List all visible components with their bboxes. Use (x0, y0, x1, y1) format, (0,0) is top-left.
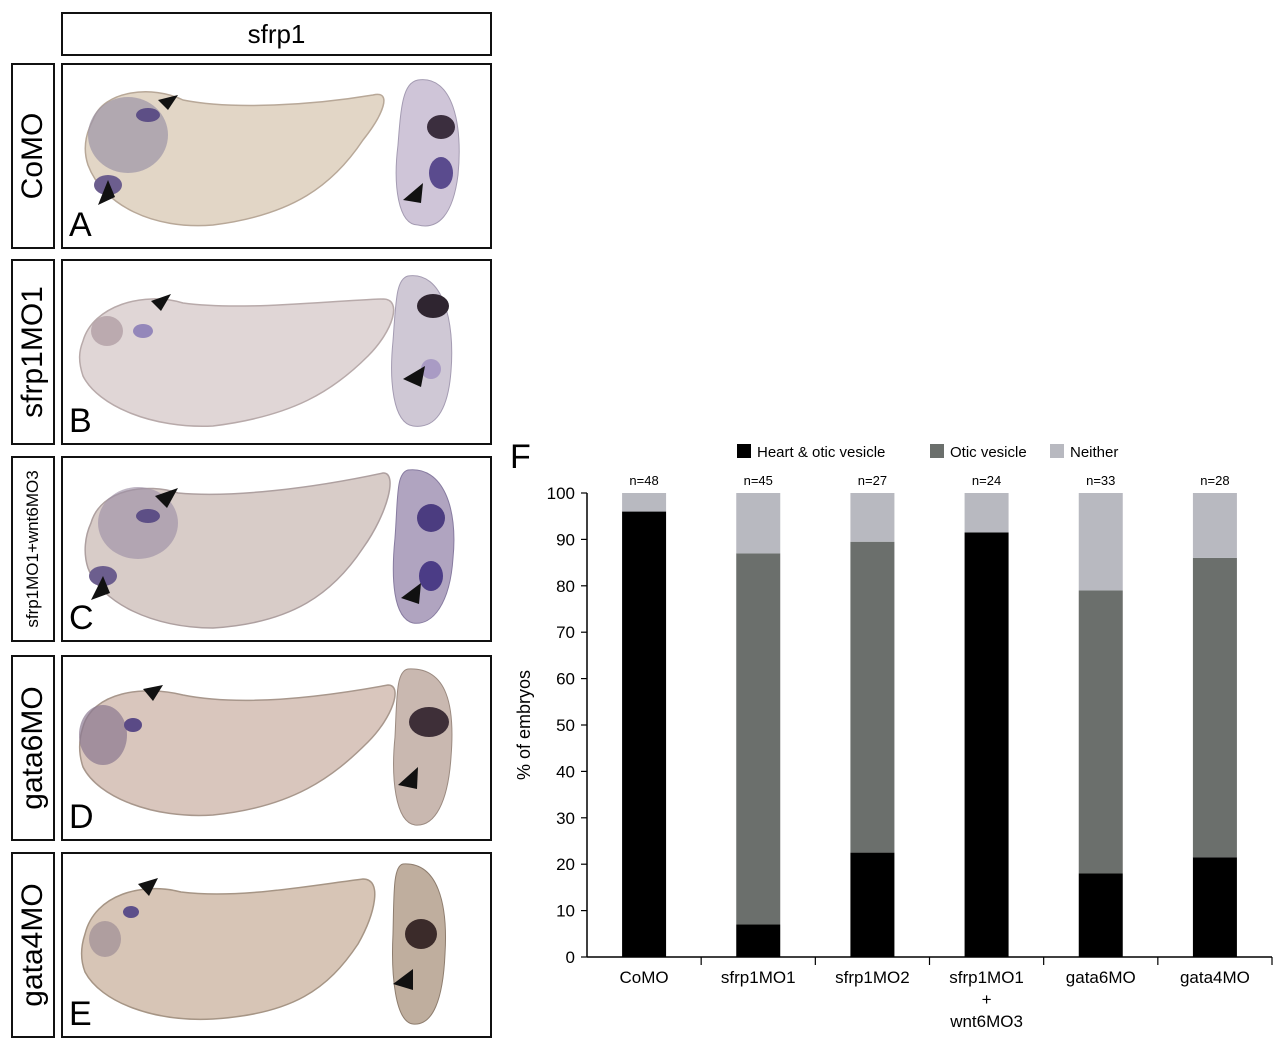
bar-segment-0 (736, 924, 781, 957)
bar-segment-0 (964, 532, 1009, 957)
y-tick-label: 10 (556, 902, 575, 921)
row-label-text: gata4MO (16, 883, 49, 1007)
y-tick-label: 60 (556, 670, 575, 689)
x-category-label: sfrp1MO1 (949, 968, 1024, 987)
x-category-label: CoMO (620, 968, 669, 987)
legend-swatch (737, 444, 751, 458)
panel-letter: C (69, 599, 94, 637)
legend-label: Neither (1070, 444, 1118, 461)
x-category-label: gata6MO (1066, 968, 1136, 987)
legend-label: Otic vesicle (950, 444, 1027, 461)
legend-swatch (930, 444, 944, 458)
row-label-como: CoMO (11, 63, 55, 249)
y-axis-label: % of embryos (514, 670, 534, 780)
n-count-label: n=48 (629, 473, 658, 488)
legend-label: Heart & otic vesicle (757, 444, 885, 461)
embryo-image-b (78, 275, 453, 427)
x-category-label: wnt6MO3 (949, 1012, 1023, 1031)
row-label-text: sfrp1MO1 (16, 286, 49, 418)
row-label-gata4mo: gata4MO (11, 852, 55, 1038)
x-category-label: sfrp1MO1 (721, 968, 796, 987)
panel-c: C (61, 456, 492, 642)
embryo-image-c (84, 469, 455, 629)
n-count-label: n=45 (744, 473, 773, 488)
panel-e: E (61, 852, 492, 1038)
row-label-gata6mo: gata6MO (11, 655, 55, 841)
y-tick-label: 50 (556, 716, 575, 735)
n-count-label: n=27 (858, 473, 887, 488)
bar-segment-2 (850, 493, 895, 542)
panel-letter: D (69, 798, 94, 836)
y-tick-label: 30 (556, 809, 575, 828)
bar-segment-1 (736, 553, 781, 925)
panel-b: B (61, 259, 492, 445)
y-tick-label: 40 (556, 762, 575, 781)
row-label-text: gata6MO (16, 686, 49, 810)
x-category-label: + (982, 990, 992, 1009)
y-tick-label: 90 (556, 530, 575, 549)
bar-segment-1 (850, 541, 895, 853)
bar-segment-2 (1078, 493, 1123, 591)
bar-segment-0 (1192, 857, 1237, 957)
bar-segment-0 (622, 511, 667, 957)
embryo-image-e (80, 863, 446, 1025)
stacked-bar-chart: F 0 10 20 30 40 50 60 70 80 90 100 % of embryos n=48… (510, 438, 1273, 1031)
embryo-image-d (78, 668, 453, 826)
legend-swatch (1050, 444, 1064, 458)
x-category-label: gata4MO (1180, 968, 1250, 987)
row-label-sfrp1mo1-wnt6mo3: sfrp1MO1+wnt6MO3 (11, 456, 55, 642)
chart-panel-letter: F (510, 438, 531, 476)
n-count-label: n=24 (972, 473, 1001, 488)
y-tick-label: 100 (547, 484, 575, 503)
y-tick-label: 80 (556, 577, 575, 596)
row-label-text: CoMO (16, 112, 49, 200)
bar-segment-2 (622, 493, 667, 512)
bar-segment-0 (1078, 873, 1123, 957)
bar-segment-0 (850, 852, 895, 957)
bar-segment-1 (1078, 590, 1123, 874)
panel-letter: B (69, 402, 92, 440)
gene-header-label: sfrp1 (247, 18, 306, 49)
bar-segment-2 (736, 493, 781, 554)
bar-segment-2 (1192, 493, 1237, 558)
panel-a: A (61, 63, 492, 249)
x-category-label: sfrp1MO2 (835, 968, 910, 987)
bar-segment-2 (964, 493, 1009, 533)
n-count-label: n=28 (1200, 473, 1229, 488)
n-count-label: n=33 (1086, 473, 1115, 488)
y-tick-label: 70 (556, 623, 575, 642)
row-label-text: sfrp1MO1+wnt6MO3 (23, 470, 42, 628)
row-label-sfrp1mo1: sfrp1MO1 (11, 259, 55, 445)
panel-letter: A (69, 206, 92, 244)
panel-d: D (61, 655, 492, 841)
panel-letter: E (69, 995, 92, 1033)
y-tick-label: 20 (556, 855, 575, 874)
y-tick-label: 0 (566, 948, 575, 967)
gene-header: sfrp1 (61, 12, 492, 56)
bar-segment-1 (1192, 557, 1237, 858)
chart-panel-f: F 0 10 20 30 40 50 60 70 80 90 100 % of embryos n=48… (500, 430, 1280, 1052)
embryo-image-a (84, 79, 460, 227)
